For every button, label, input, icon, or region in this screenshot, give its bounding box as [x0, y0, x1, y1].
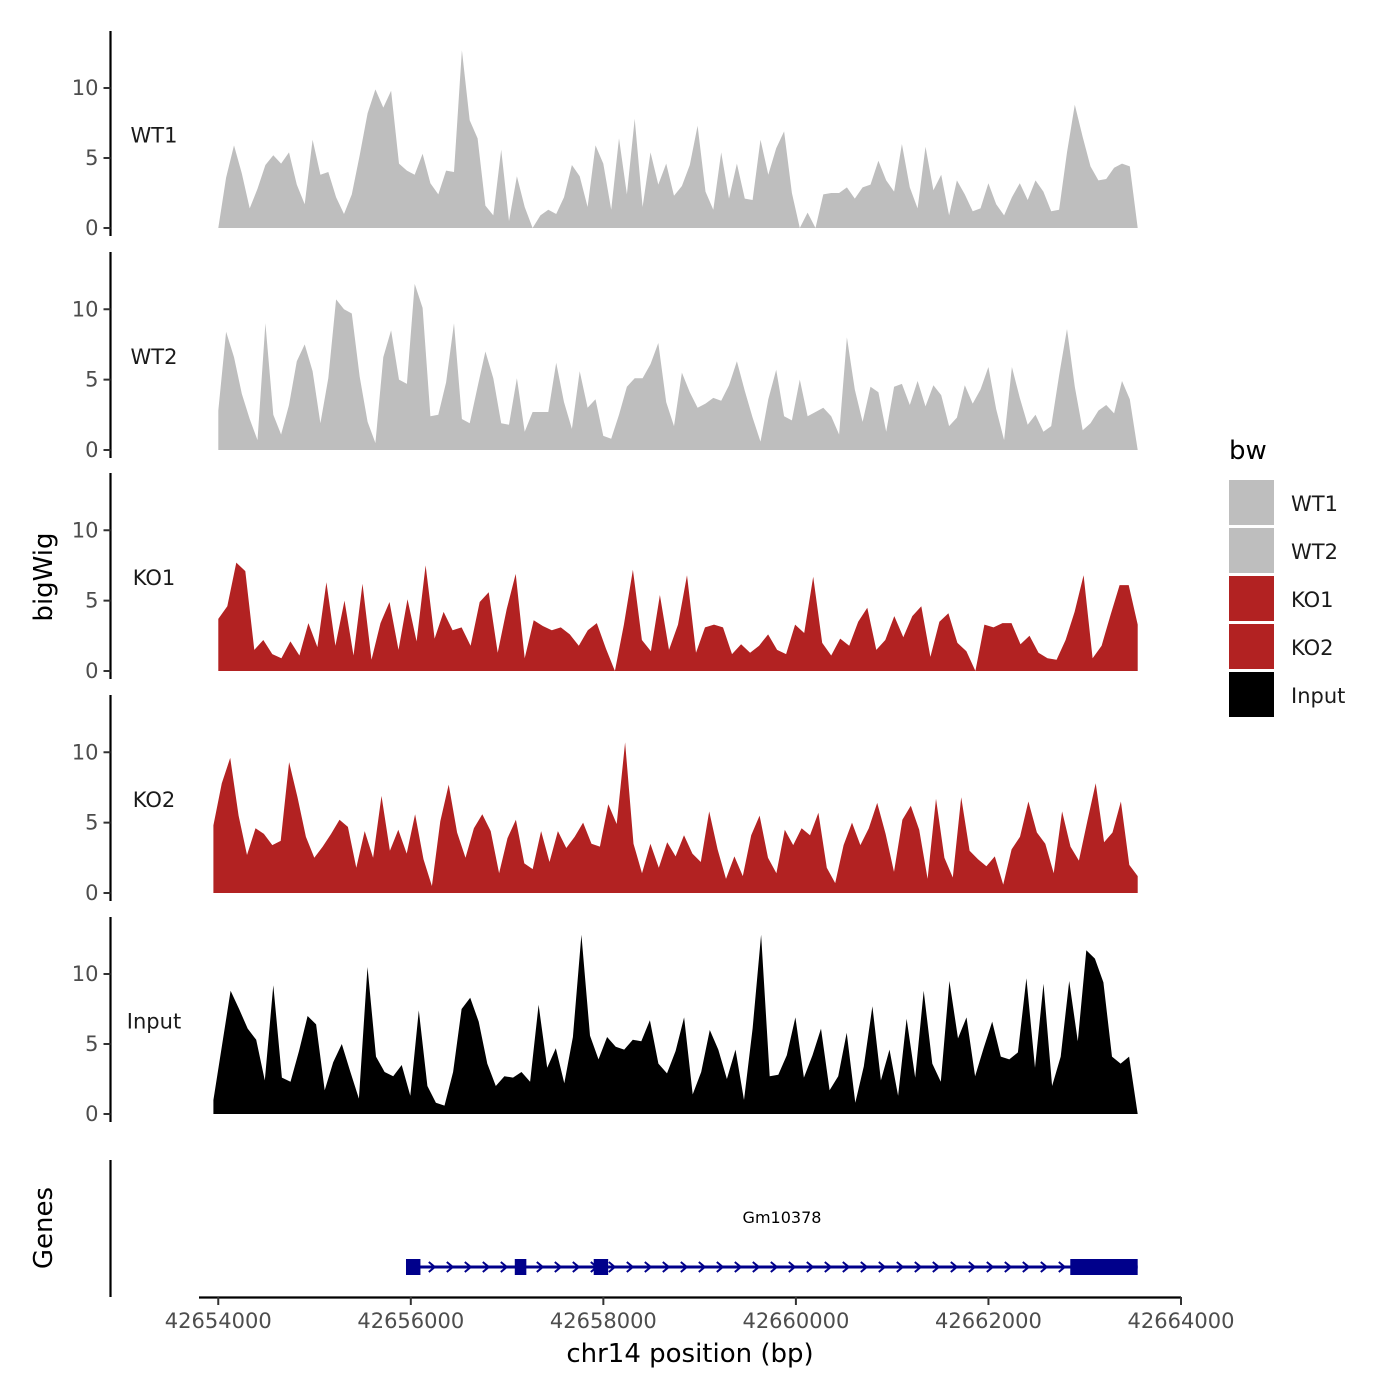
- y-tick-label: 10: [72, 740, 99, 764]
- track-label-wt1: WT1: [131, 124, 178, 148]
- legend-swatch: [1229, 576, 1274, 621]
- legend-label: KO1: [1291, 588, 1334, 612]
- strand-arrow: [428, 1261, 437, 1273]
- strand-arrow: [662, 1261, 671, 1273]
- track-label-input: Input: [127, 1010, 181, 1034]
- genes-axis-title: Genes: [29, 1187, 59, 1269]
- y-tick-label: 0: [85, 216, 98, 240]
- x-tick-label: 42656000: [357, 1309, 464, 1333]
- legend-label: Input: [1291, 684, 1345, 708]
- strand-arrow: [1004, 1261, 1013, 1273]
- exon-block: [405, 1259, 421, 1275]
- exon-block: [593, 1259, 609, 1275]
- legend-swatch: [1229, 528, 1274, 573]
- y-tick-label: 5: [85, 146, 98, 170]
- gene-label: Gm10378: [743, 1208, 822, 1227]
- track-ko1: 0 5 10 KO1: [72, 473, 1138, 683]
- strand-arrow: [986, 1261, 995, 1273]
- strand-arrow: [482, 1261, 491, 1273]
- x-tick-label: 42658000: [550, 1309, 657, 1333]
- strand-arrow: [878, 1261, 887, 1273]
- strand-arrow: [626, 1261, 635, 1273]
- strand-arrow: [932, 1261, 941, 1273]
- genes-panel: Genes Gm10378: [29, 1160, 1138, 1297]
- y-tick-label: 10: [72, 518, 99, 542]
- strand-arrow: [608, 1261, 617, 1273]
- strand-arrow: [770, 1261, 779, 1273]
- y-tick-label: 5: [85, 811, 98, 835]
- legend-title: bw: [1229, 436, 1267, 466]
- y-tick-label: 10: [72, 297, 99, 321]
- strand-arrow: [698, 1261, 707, 1273]
- strand-arrow: [446, 1261, 455, 1273]
- strand-arrow: [968, 1261, 977, 1273]
- coverage-area-input: [213, 934, 1138, 1114]
- coverage-area-ko2: [213, 742, 1138, 893]
- legend-label: WT1: [1291, 492, 1338, 516]
- exon-block: [514, 1259, 527, 1275]
- x-axis-title: chr14 position (bp): [566, 1339, 813, 1369]
- x-axis: 42654000 42656000 42658000 42660000 42662000…: [165, 1296, 1235, 1369]
- strand-arrow: [464, 1261, 473, 1273]
- y-tick-label: 10: [72, 962, 99, 986]
- y-axis-title: bigWig: [29, 532, 59, 621]
- strand-arrow: [716, 1261, 725, 1273]
- y-tick-label: 0: [85, 1102, 98, 1126]
- track-wt2: 0 5 10 WT2: [72, 252, 1138, 462]
- strand-arrow: [806, 1261, 815, 1273]
- y-tick-label: 5: [85, 1032, 98, 1056]
- strand-arrow: [788, 1261, 797, 1273]
- track-ko2: 0 5 10 KO2: [72, 695, 1138, 905]
- x-tick-label: 42662000: [935, 1309, 1042, 1333]
- track-label-ko2: KO2: [133, 788, 176, 812]
- y-tick-label: 0: [85, 881, 98, 905]
- x-tick-label: 42660000: [742, 1309, 849, 1333]
- y-tick-label: 10: [72, 76, 99, 100]
- strand-arrow: [1040, 1261, 1049, 1273]
- x-tick-label: 42654000: [165, 1309, 272, 1333]
- strand-arrow: [680, 1261, 689, 1273]
- legend-label: WT2: [1291, 540, 1338, 564]
- track-wt1: 0 5 10 WT1: [72, 31, 1138, 240]
- strand-arrow: [644, 1261, 653, 1273]
- strand-arrow: [842, 1261, 851, 1273]
- legend-label: KO2: [1291, 636, 1334, 660]
- track-label-ko1: KO1: [133, 566, 176, 590]
- strand-arrow: [554, 1261, 563, 1273]
- coverage-area-wt1: [218, 50, 1138, 229]
- strand-arrow: [752, 1261, 761, 1273]
- strand-arrow: [860, 1261, 869, 1273]
- track-label-wt2: WT2: [131, 345, 178, 369]
- strand-arrow: [824, 1261, 833, 1273]
- legend-entries: WT1 WT2 KO1 KO2 Input: [1229, 480, 1345, 717]
- x-tick-label: 42664000: [1128, 1309, 1235, 1333]
- strand-arrow: [734, 1261, 743, 1273]
- strand-arrow: [500, 1261, 509, 1273]
- strand-arrow: [896, 1261, 905, 1273]
- y-tick-label: 0: [85, 659, 98, 683]
- x-ticks: 42654000 42656000 42658000 42660000 42662000…: [165, 1297, 1235, 1333]
- strand-arrow: [536, 1261, 545, 1273]
- y-tick-label: 5: [85, 368, 98, 392]
- legend-swatch: [1229, 672, 1274, 717]
- strand-arrow: [950, 1261, 959, 1273]
- coverage-area-ko1: [218, 562, 1138, 671]
- coverage-area-wt2: [218, 283, 1138, 450]
- strand-arrow: [572, 1261, 581, 1273]
- strand-arrow: [914, 1261, 923, 1273]
- legend: bw WT1 WT2 KO1 KO2 Input: [1229, 436, 1345, 717]
- y-tick-label: 5: [85, 589, 98, 613]
- bigwig-tracks: 0 5 10 WT1 0 5 10 WT2 0 5 10 KO1 0 5 10 KO2 0 5 10 Input: [72, 31, 1138, 1126]
- strand-arrow: [1022, 1261, 1031, 1273]
- legend-swatch: [1229, 624, 1274, 669]
- exon-block: [1070, 1259, 1138, 1275]
- legend-swatch: [1229, 480, 1274, 525]
- strand-arrow: [1058, 1261, 1067, 1273]
- gene-model: [405, 1259, 1138, 1275]
- y-tick-label: 0: [85, 438, 98, 462]
- track-input: 0 5 10 Input: [72, 917, 1138, 1126]
